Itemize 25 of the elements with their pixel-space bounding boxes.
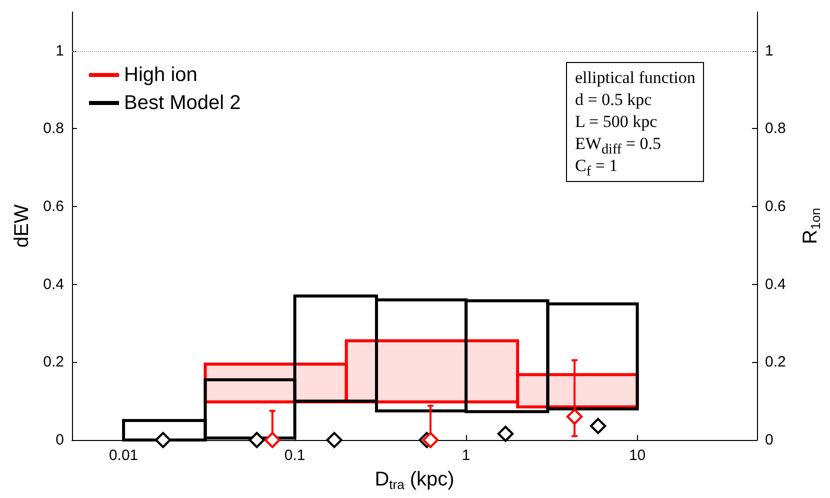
annotation: d = 0.5 kpc xyxy=(575,89,653,111)
y-tick-label: 0 xyxy=(56,432,64,448)
x-tick-label: 1 xyxy=(462,447,470,464)
annotation: elliptical function xyxy=(575,67,696,89)
y2-tick-label: 0.8 xyxy=(765,120,786,138)
legend-label: High ion xyxy=(124,64,198,86)
legend-label: Best Model 2 xyxy=(124,92,241,114)
y2-tick-label: 0.2 xyxy=(765,354,786,371)
y-tick-label: 0.8 xyxy=(43,120,64,138)
annotation: C$_{f}$ = 1 xyxy=(575,155,619,180)
y2-tick-label: 0.4 xyxy=(765,276,786,293)
y-tick-label: 0.6 xyxy=(43,198,64,216)
y2-tick-label: 1 xyxy=(765,42,774,60)
y-tick-label: 0.2 xyxy=(43,354,64,371)
y2-tick-label: 0 xyxy=(765,432,774,448)
y-tick-label: 1 xyxy=(56,42,64,60)
annotation: EW$_{diff}$ = 0.5 xyxy=(575,133,662,158)
y-axis-title: dEW xyxy=(11,204,33,248)
annotation: L = 500 kpc xyxy=(575,111,658,133)
y2-axis-title: R1on xyxy=(800,208,823,244)
y2-tick-label: 0.6 xyxy=(765,198,786,216)
x-tick-label: 10 xyxy=(628,447,646,464)
x-tick-label: 0.1 xyxy=(284,447,306,464)
x-tick-label: 0.01 xyxy=(108,447,138,464)
y-tick-label: 0.4 xyxy=(43,276,64,293)
